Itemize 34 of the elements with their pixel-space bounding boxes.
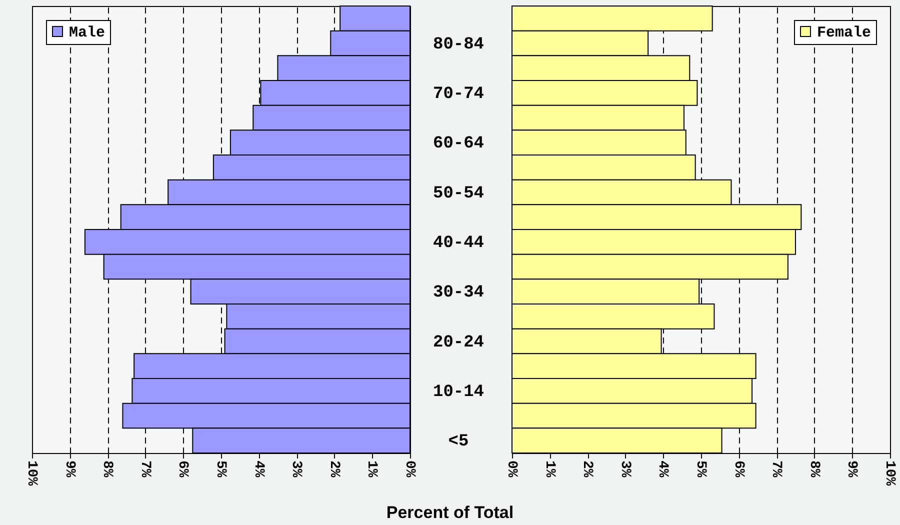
x-tick-label: 10%	[24, 460, 40, 486]
x-axis-title: Percent of Total	[385, 503, 515, 523]
x-tick-label: 2%	[326, 460, 342, 478]
y-tick-label: 10-14	[432, 382, 484, 402]
x-tick-label: 6%	[174, 460, 191, 478]
y-tick-label: 60-64	[432, 134, 484, 154]
x-tick-label: 2%	[579, 460, 596, 478]
y-tick-label: 50-54	[432, 184, 484, 204]
x-tick-label: 3%	[288, 460, 304, 478]
x-tick-label: 3%	[616, 460, 633, 478]
x-tick-label: 5%	[692, 460, 708, 478]
x-tick-label: 4%	[654, 460, 671, 478]
y-tick-label: 40-44	[432, 234, 484, 253]
x-tick-label: 8%	[99, 460, 116, 478]
x-tick-label: 7%	[768, 460, 784, 478]
x-tick-label: 0%	[504, 460, 520, 478]
x-tick-label: 0%	[402, 460, 418, 478]
x-tick-label: 8%	[806, 460, 822, 478]
x-tick-label: 1%	[364, 460, 380, 478]
x-tick-label: 5%	[212, 460, 228, 478]
legend-label: Male	[69, 24, 106, 42]
y-tick-label: <5	[448, 432, 469, 452]
x-tick-label: 9%	[844, 460, 860, 478]
x-tick-label: 7%	[136, 460, 153, 478]
x-tick-label: 1%	[541, 460, 558, 478]
x-tick-label: 9%	[61, 460, 78, 478]
y-tick-label: 70-74	[432, 84, 484, 104]
y-tick-label: 80-84	[432, 35, 484, 54]
legend-label: Female	[817, 24, 872, 42]
x-tick-label: 4%	[250, 460, 266, 478]
y-tick-label: 30-34	[432, 284, 484, 303]
y-tick-label: 20-24	[432, 333, 484, 352]
x-tick-label: 10%	[882, 460, 898, 486]
x-tick-label: 6%	[730, 460, 746, 478]
